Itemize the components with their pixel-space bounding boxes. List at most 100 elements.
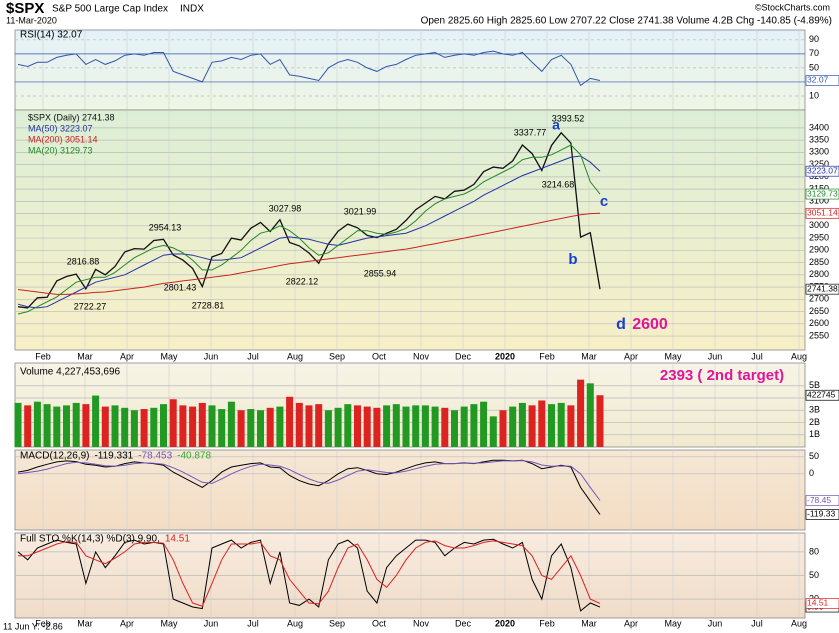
- volume-bar: [198, 402, 206, 447]
- x-tick-label: Aug: [791, 618, 807, 628]
- legend-entry: -40.878: [177, 451, 211, 462]
- x-tick-label: Mar: [77, 351, 93, 361]
- volume-bar: [489, 416, 497, 447]
- price-label: 3337.77: [514, 127, 547, 137]
- legend-entry: MACD(12,26,9): [20, 451, 89, 462]
- last-value-box: [805, 283, 839, 295]
- x-tick-label: Aug: [287, 351, 303, 361]
- volume-bar: [363, 406, 371, 447]
- y-tick-label: 2650: [809, 306, 829, 316]
- volume-bar: [140, 409, 148, 447]
- y-tick-label: 50: [809, 451, 819, 461]
- x-tick-label: Jun: [204, 351, 219, 361]
- series-line: [17, 131, 601, 309]
- x-tick-label: Feb: [539, 351, 555, 361]
- x-tick-label: Oct: [372, 618, 387, 628]
- volume-bar: [237, 410, 245, 447]
- y-tick-label: 70: [809, 48, 819, 58]
- volume-bar: [295, 402, 303, 447]
- price-label: 3393.52: [552, 113, 585, 123]
- x-tick-label: Apr: [120, 618, 134, 628]
- y-tick-label: 3250: [809, 159, 829, 169]
- legend-entry: $SPX (Daily) 2741.38: [28, 112, 115, 122]
- x-tick-label: Mar: [77, 618, 93, 628]
- y-tick-label: 3350: [809, 134, 829, 144]
- volume-bar: [383, 405, 391, 447]
- price-label: 3027.98: [269, 203, 302, 213]
- x-tick-label: Jul: [751, 351, 763, 361]
- last-value: -119.33: [807, 509, 835, 519]
- volume-bar: [596, 395, 604, 447]
- legend-entry: -119.331: [94, 451, 133, 462]
- legend-entry: -78.453: [138, 451, 172, 462]
- volume-bar: [431, 406, 439, 447]
- volume-bar: [72, 402, 80, 447]
- last-value: 14.51: [807, 598, 829, 608]
- last-value-box: [805, 165, 839, 177]
- volume-bar: [509, 406, 517, 447]
- volume-bar: [121, 407, 129, 447]
- last-value-box: [805, 509, 839, 520]
- price-label: 2722.27: [74, 301, 107, 311]
- name: S&P 500 Large Cap Index: [52, 4, 168, 15]
- x-tick-label: Mar: [581, 618, 597, 628]
- volume-bar: [567, 405, 575, 447]
- last-value: 422745: [807, 389, 836, 399]
- last-value: 3129.73: [807, 188, 838, 198]
- volume-bar: [130, 410, 138, 447]
- volume-bar: [218, 409, 226, 447]
- x-tick-label: Dec: [455, 351, 472, 361]
- volume-bar: [470, 404, 478, 447]
- annotation: c: [600, 193, 608, 210]
- exchange: INDX: [180, 4, 204, 15]
- volume-bar: [518, 402, 526, 447]
- x-tick-label: Sep: [329, 351, 345, 361]
- legend: Volume 4,227,453,696: [20, 367, 121, 378]
- footer: 11 Jun Y: -2.86: [3, 621, 63, 631]
- x-tick-label: Aug: [287, 618, 303, 628]
- volume-bar: [392, 404, 400, 447]
- x-tick-label: Jul: [247, 351, 259, 361]
- annotation: b: [568, 251, 577, 268]
- x-tick-label: Nov: [413, 618, 430, 628]
- series-line: [17, 144, 601, 315]
- last-value: 3051.14: [807, 208, 838, 218]
- volume-bar: [276, 406, 284, 447]
- volume-bar: [33, 401, 41, 447]
- x-tick-label: Apr: [120, 351, 134, 361]
- y-tick-label: 3B: [809, 405, 820, 415]
- last-value-box: [805, 389, 839, 401]
- y-tick-label: 2800: [809, 269, 829, 279]
- x-tick-label: Oct: [372, 351, 387, 361]
- price-label: 3021.99: [344, 206, 377, 216]
- legend-entry: MA(50) 3223.07: [28, 123, 93, 133]
- price-label: 2954.13: [149, 222, 182, 232]
- y-tick-label: 3300: [809, 147, 829, 157]
- annotation: 2393 ( 2nd target): [660, 367, 784, 384]
- x-tick-label: Feb: [35, 351, 51, 361]
- volume-bar: [150, 407, 158, 447]
- annotation: a: [552, 117, 560, 133]
- volume-bar: [315, 404, 323, 447]
- last-value-box: [805, 598, 839, 609]
- x-tick-label: May: [160, 618, 178, 628]
- series-line: [18, 540, 601, 607]
- volume-bar: [189, 406, 197, 447]
- legend-entry: MA(20) 3129.73: [28, 145, 93, 155]
- legend-entry: 14.51: [165, 534, 190, 545]
- y-tick-label: 2B: [809, 417, 820, 427]
- series-line: [17, 538, 601, 612]
- panel: [14, 109, 806, 351]
- volume-bar: [480, 401, 488, 447]
- annotation: d: [616, 316, 626, 333]
- volume-bar: [528, 405, 536, 447]
- x-tick-label: Jun: [708, 351, 723, 361]
- volume-bar: [499, 410, 507, 447]
- legend-entry: MA(200) 3051.14: [28, 134, 98, 144]
- last-value-box: [805, 207, 839, 219]
- x-tick-label: Jul: [751, 618, 763, 628]
- price-label: 2855.94: [364, 268, 397, 278]
- series-line: [17, 50, 601, 87]
- x-tick-label: Feb: [539, 618, 555, 628]
- last-value-box: [805, 495, 839, 506]
